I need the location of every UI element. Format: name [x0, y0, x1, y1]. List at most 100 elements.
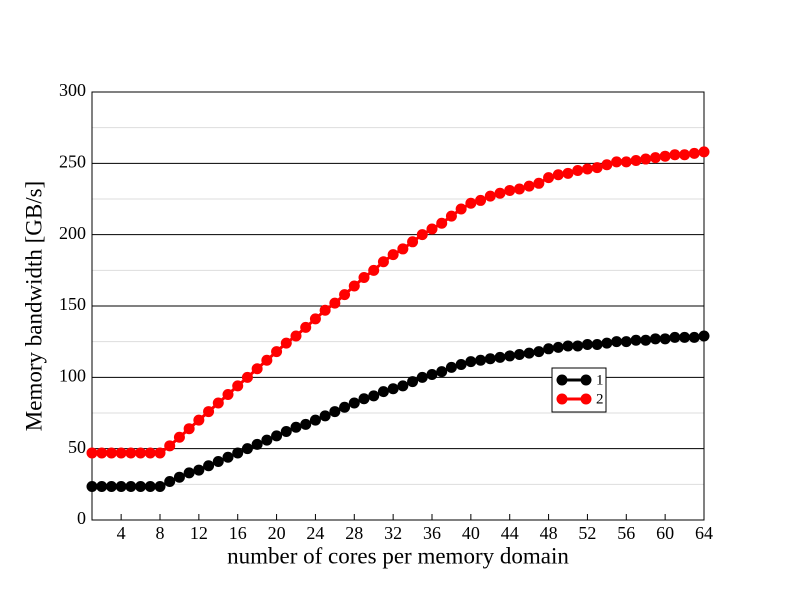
point — [669, 149, 681, 161]
point — [591, 339, 603, 351]
x-tick-label: 32 — [384, 523, 402, 543]
point — [251, 438, 263, 450]
point — [484, 190, 496, 202]
y-axis-label: Memory bandwidth [GB/s] — [21, 181, 46, 431]
point — [125, 447, 137, 459]
point — [552, 341, 564, 353]
point — [523, 347, 535, 359]
point — [397, 380, 409, 392]
point — [659, 150, 671, 162]
y-tick-label: 100 — [59, 365, 86, 385]
point — [105, 447, 117, 459]
point — [329, 297, 341, 309]
point — [543, 172, 555, 184]
point — [115, 447, 127, 459]
point — [86, 447, 98, 459]
point — [212, 456, 224, 468]
point — [309, 414, 321, 426]
point — [358, 393, 370, 405]
x-tick-label: 40 — [462, 523, 480, 543]
point — [562, 167, 574, 179]
y-tick-label: 50 — [68, 437, 86, 457]
point — [581, 339, 593, 351]
x-tick-label: 64 — [695, 523, 713, 543]
point — [494, 351, 506, 363]
point — [455, 203, 467, 215]
point — [173, 471, 185, 483]
point — [698, 146, 710, 158]
point — [241, 371, 253, 383]
point — [86, 480, 98, 492]
point — [465, 356, 477, 368]
y-tick-label: 300 — [59, 80, 86, 100]
point — [105, 480, 117, 492]
point — [144, 480, 156, 492]
point — [368, 390, 380, 402]
legend-marker — [556, 393, 568, 405]
point — [504, 350, 516, 362]
point — [173, 431, 185, 443]
point — [640, 334, 652, 346]
point — [698, 330, 710, 342]
legend-label: 1 — [596, 372, 604, 388]
point — [445, 361, 457, 373]
point — [465, 197, 477, 209]
point — [513, 349, 525, 361]
point — [319, 410, 331, 422]
point — [183, 423, 195, 435]
point — [455, 358, 467, 370]
point — [407, 376, 419, 388]
point — [649, 333, 661, 345]
point — [387, 383, 399, 395]
point — [679, 149, 691, 161]
series — [86, 330, 710, 492]
point — [611, 156, 623, 168]
point — [203, 406, 215, 418]
y-tick-label: 200 — [59, 223, 86, 243]
x-tick-label: 28 — [345, 523, 363, 543]
point — [581, 163, 593, 175]
point — [533, 177, 545, 189]
point — [436, 366, 448, 378]
point — [659, 333, 671, 345]
point — [416, 371, 428, 383]
point — [319, 304, 331, 316]
point — [271, 346, 283, 358]
series-line — [92, 150, 705, 455]
y-tick-label: 150 — [59, 294, 86, 314]
y-tick-label: 250 — [59, 151, 86, 171]
point — [475, 194, 487, 206]
point — [679, 331, 691, 343]
point — [193, 464, 205, 476]
x-tick-label: 20 — [268, 523, 286, 543]
point — [688, 331, 700, 343]
x-axis-label: number of cores per memory domain — [227, 543, 569, 568]
x-tick-label: 56 — [617, 523, 635, 543]
point — [183, 467, 195, 479]
point — [630, 334, 642, 346]
point — [280, 337, 292, 349]
point — [251, 363, 263, 375]
point — [96, 480, 108, 492]
point — [523, 180, 535, 192]
point — [193, 414, 205, 426]
point — [436, 217, 448, 229]
series-line — [92, 334, 705, 488]
point — [377, 256, 389, 268]
point — [232, 380, 244, 392]
x-tick-label: 36 — [423, 523, 441, 543]
point — [309, 313, 321, 325]
point — [339, 289, 351, 301]
point — [620, 156, 632, 168]
point — [387, 249, 399, 261]
point — [445, 210, 457, 222]
y-tick-label: 0 — [77, 508, 86, 528]
point — [164, 440, 176, 452]
point — [329, 406, 341, 418]
legend-label: 2 — [596, 391, 604, 407]
point — [649, 152, 661, 164]
point — [358, 271, 370, 283]
point — [154, 447, 166, 459]
point — [426, 368, 438, 380]
point — [154, 480, 166, 492]
